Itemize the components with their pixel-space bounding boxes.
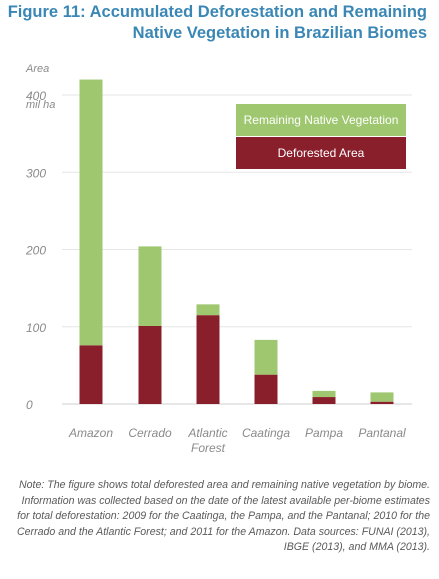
bar-remaining-1 [138,246,162,326]
y-axis-ticks: 0 100 200 300 400 Area mil ha [25,63,55,412]
bar-deforested-3 [254,374,278,404]
bar-deforested-5 [370,401,394,404]
y-tick-label-0: 0 [26,398,33,412]
bar-deforested-1 [138,325,162,404]
figure-note: Note: The figure shows total deforested … [17,479,430,554]
x-tick-label-5: Pantanal [358,426,406,440]
stacked-bar-chart: 0 100 200 300 400 Area mil ha Amazon Cerrado Atl… [25,63,412,455]
legend-deforested-label: Deforested Area [278,146,365,160]
grid-lines [62,94,412,405]
chart-title: Figure 11: Accumulated Deforestation and… [7,2,427,44]
y-tick-label-200: 200 [25,244,46,258]
bars [79,79,394,404]
legend-remaining-label: Remaining Native Vegetation [244,113,399,127]
bar-remaining-2 [196,304,220,316]
bar-deforested-4 [312,397,336,404]
x-axis-labels: Amazon Cerrado Atlantic Forest Caatinga Pampa… [68,426,406,455]
y-axis-label: Area [25,63,49,75]
x-tick-label-2: Atlantic Forest [187,426,227,455]
bar-deforested-0 [79,345,103,404]
bar-deforested-2 [196,315,220,404]
legend: Remaining Native Vegetation Deforested Ar… [236,104,406,169]
y-tick-label-100: 100 [26,321,46,335]
bar-remaining-0 [79,79,103,346]
bar-remaining-3 [254,339,278,375]
y-tick-label-300: 300 [26,166,46,180]
x-tick-label-0: Amazon [68,426,113,440]
x-tick-label-4: Pampa [305,426,343,440]
x-tick-label-3: Caatinga [242,426,290,440]
bar-remaining-4 [312,390,336,398]
chart-title-line-2: Native Vegetation in Brazilian Biomes [132,24,427,42]
chart-title-line-1: Figure 11: Accumulated Deforestation and… [7,3,427,21]
legend-remaining-swatch [236,104,406,136]
legend-deforested-swatch [236,137,406,169]
bar-remaining-5 [370,392,394,402]
y-axis-unit: mil ha [26,99,55,111]
x-tick-label-1: Cerrado [128,426,172,440]
y-tick-label-400: 400 [26,89,46,103]
